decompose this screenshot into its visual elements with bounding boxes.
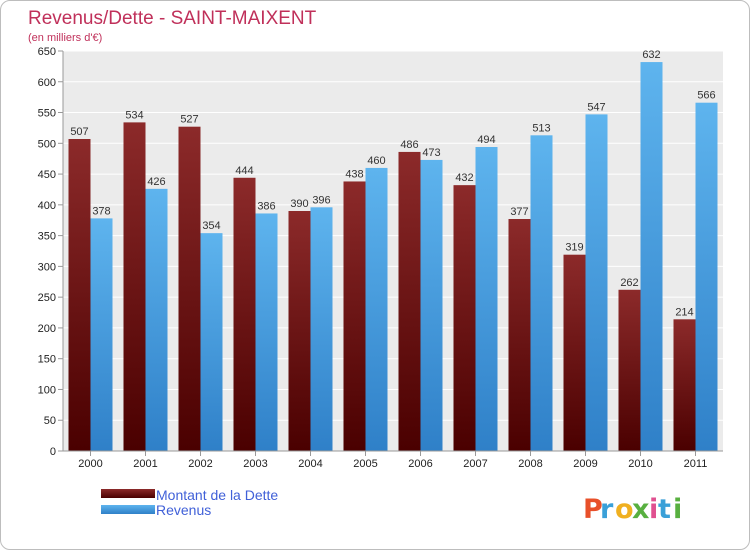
bar-revenus <box>585 114 608 451</box>
data-label-debt: 486 <box>400 139 418 151</box>
y-tick-label: 600 <box>38 77 56 89</box>
data-label-revenus: 460 <box>367 155 385 167</box>
x-tick-label: 2009 <box>573 458 597 470</box>
bar-revenus <box>310 207 333 451</box>
x-tick-label: 2006 <box>408 458 432 470</box>
bar-debt <box>398 151 421 451</box>
y-tick-label: 500 <box>38 138 56 150</box>
y-tick-label: 100 <box>38 384 56 396</box>
logo-letter: r <box>600 494 614 525</box>
y-tick-label: 50 <box>44 415 56 427</box>
chart-subtitle: (en milliers d'€) <box>28 32 102 44</box>
bar-debt <box>343 181 366 451</box>
x-tick-label: 2010 <box>628 458 652 470</box>
logo-letter: t <box>658 494 671 525</box>
x-axis-ticks: 2000 2001 2002 2003 2004 2005 2006 2007 2008 2009… <box>78 451 707 470</box>
y-tick-label: 250 <box>38 292 56 304</box>
data-label-debt: 319 <box>565 242 583 254</box>
legend-swatch-debt <box>101 489 155 498</box>
bar-revenus <box>365 167 388 451</box>
data-label-debt: 444 <box>235 165 253 177</box>
data-label-revenus: 513 <box>532 122 550 134</box>
y-tick-label: 350 <box>38 231 56 243</box>
y-tick-label: 300 <box>38 261 56 273</box>
x-tick-label: 2004 <box>298 458 322 470</box>
x-tick-label: 2007 <box>463 458 487 470</box>
bar-revenus <box>90 218 113 451</box>
chart-title: Revenus/Dette - SAINT-MAIXENT <box>28 8 317 29</box>
x-tick-label: 2011 <box>684 458 708 470</box>
bar-revenus <box>640 62 663 451</box>
y-tick-label: 650 <box>38 46 56 58</box>
logo-letter: P <box>583 494 603 525</box>
data-label-revenus: 547 <box>587 101 605 113</box>
logo-letter: i <box>673 494 682 525</box>
data-label-revenus: 494 <box>477 134 495 146</box>
bar-debt <box>563 254 586 451</box>
bar-revenus <box>475 147 498 451</box>
data-label-debt: 390 <box>290 198 308 210</box>
x-tick-label: 2005 <box>353 458 377 470</box>
legend-label-revenus: Revenus <box>156 502 211 518</box>
bar-revenus <box>255 213 278 451</box>
data-label-debt: 214 <box>675 306 693 318</box>
x-tick-label: 2000 <box>78 458 102 470</box>
bar-debt <box>123 122 146 451</box>
bar-debt <box>453 185 476 451</box>
y-tick-label: 200 <box>38 323 56 335</box>
legend-label-debt: Montant de la Dette <box>156 487 278 503</box>
bar-debt <box>673 319 696 451</box>
bar-debt <box>233 177 256 451</box>
x-tick-label: 2002 <box>188 458 212 470</box>
y-tick-label: 0 <box>50 446 56 458</box>
y-tick-label: 400 <box>38 200 56 212</box>
bar-debt <box>618 289 641 451</box>
logo-letter: x <box>632 494 649 525</box>
gridlines <box>63 50 723 421</box>
data-label-debt: 262 <box>620 277 638 289</box>
proxiti-logo: Pr ox i t i <box>583 494 682 525</box>
data-label-debt: 438 <box>345 168 363 180</box>
plot-area <box>63 51 723 451</box>
data-label-revenus: 566 <box>697 90 715 102</box>
y-axis-ticks: 0 50 100 150 200 250 300 350 400 450 500 550 600 650 <box>38 46 63 458</box>
legend-swatch-revenus <box>101 505 155 514</box>
data-label-revenus: 473 <box>422 147 440 159</box>
data-label-revenus: 632 <box>642 49 660 61</box>
x-tick-label: 2008 <box>518 458 542 470</box>
data-label-debt: 432 <box>455 172 473 184</box>
bar-revenus <box>145 188 168 451</box>
x-tick-label: 2001 <box>133 458 157 470</box>
data-label-revenus: 386 <box>257 200 275 212</box>
y-tick-label: 450 <box>38 169 56 181</box>
logo-letter: i <box>649 494 658 525</box>
bar-debt <box>288 211 311 451</box>
logo-letter: o <box>615 494 634 525</box>
bar-debt <box>178 126 201 451</box>
bar-revenus <box>530 135 553 452</box>
bar-revenus <box>695 102 718 451</box>
y-tick-label: 550 <box>38 108 56 120</box>
data-label-debt: 507 <box>70 126 88 138</box>
data-label-revenus: 354 <box>202 220 220 232</box>
legend: Montant de la Dette Revenus <box>101 487 278 518</box>
data-labels: 507 378 534 426 527 354 444 386 390 396 438 460 486 4… <box>70 49 715 318</box>
x-tick-label: 2003 <box>243 458 267 470</box>
data-label-revenus: 378 <box>92 205 110 217</box>
bar-revenus <box>200 233 223 451</box>
bars <box>68 62 718 452</box>
bar-revenus <box>420 159 443 451</box>
data-label-debt: 534 <box>125 109 143 121</box>
bar-debt <box>508 219 531 451</box>
data-label-debt: 527 <box>180 114 198 126</box>
data-label-debt: 377 <box>510 206 528 218</box>
data-label-revenus: 426 <box>147 176 165 188</box>
data-label-revenus: 396 <box>312 194 330 206</box>
y-tick-label: 150 <box>38 354 56 366</box>
bar-debt <box>68 139 91 451</box>
